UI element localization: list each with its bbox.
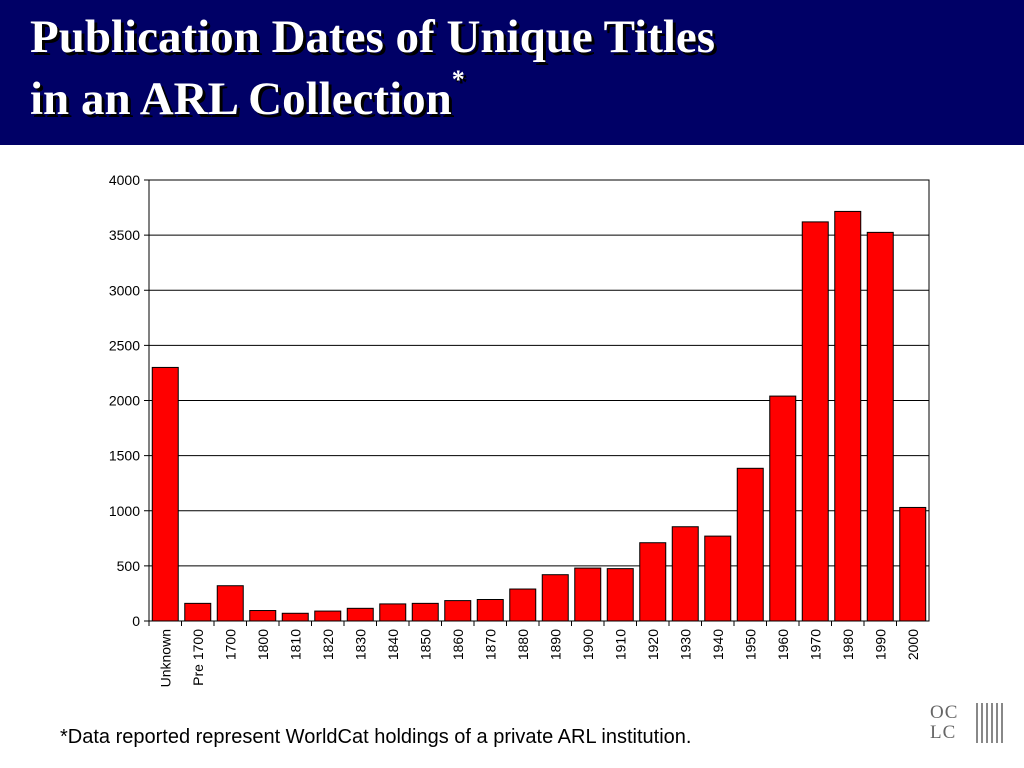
bar [476, 599, 504, 622]
bar [671, 526, 699, 622]
y-tick-label: 1000 [109, 503, 140, 519]
bar [281, 612, 309, 622]
bar [509, 588, 537, 622]
bar [899, 506, 927, 622]
bar [769, 395, 797, 622]
x-tick-label: 1910 [612, 629, 628, 660]
x-tick-label: Unknown [157, 629, 173, 687]
bar [184, 602, 212, 622]
bar [606, 568, 634, 622]
bar [866, 231, 894, 622]
x-tick-label: 2000 [905, 629, 921, 660]
x-tick-label: 1700 [222, 629, 238, 660]
x-tick-label: 1960 [775, 629, 791, 660]
title-footnote-marker: * [451, 65, 465, 94]
x-tick-label: 1950 [742, 629, 758, 660]
x-tick-label: 1970 [807, 629, 823, 660]
bar [704, 535, 732, 622]
bar [346, 607, 374, 622]
x-tick-label: 1990 [872, 629, 888, 660]
bar [151, 366, 179, 622]
x-tick-label: 1870 [482, 629, 498, 660]
x-tick-label: 1850 [417, 629, 433, 660]
footnote: *Data reported represent WorldCat holdin… [60, 726, 692, 748]
x-tick-label: Pre 1700 [190, 629, 206, 686]
x-tick-label: 1880 [515, 629, 531, 660]
logo-letters: OC LC [930, 703, 972, 743]
bar [736, 467, 764, 622]
bar [834, 210, 862, 622]
y-tick-label: 2500 [109, 337, 140, 353]
y-tick-labels: 0 500 1000 1500 2000 2500 3000 3500 4000 [109, 172, 140, 629]
x-tick-label: 1860 [450, 629, 466, 660]
bar [541, 574, 569, 622]
bar [216, 585, 244, 622]
bar-chart: 0 500 1000 1500 2000 2500 3000 3500 4000 Unknown… [109, 172, 930, 688]
x-tick-label: 1810 [287, 629, 303, 660]
y-tick-label: 500 [117, 558, 141, 574]
logo-line-1: OC [930, 702, 959, 723]
title-banner: Publication Dates of Unique Titles in an… [0, 0, 1024, 145]
axes [144, 179, 930, 626]
bars [151, 210, 927, 622]
y-tick-label: 3000 [109, 282, 140, 298]
x-tick-label: 1890 [547, 629, 563, 660]
x-tick-label: 1940 [710, 629, 726, 660]
y-tick-label: 1500 [109, 448, 140, 464]
bar [314, 610, 342, 622]
oclc-logo: OC LC [930, 703, 1006, 743]
x-tick-label: 1820 [320, 629, 336, 660]
title-line-2: in an ARL Collection [30, 73, 452, 125]
plot-frame [148, 179, 930, 622]
logo-stripes [976, 703, 1006, 743]
title-line-1: Publication Dates of Unique Titles [30, 11, 716, 63]
bar [574, 567, 602, 622]
x-tick-labels: Unknown Pre 1700 1700 1800 1810 1820 1830 1840 1… [157, 629, 921, 688]
bar [639, 542, 667, 622]
x-tick-label: 1930 [677, 629, 693, 660]
x-tick-label: 1800 [255, 629, 271, 660]
logo-line-2: LC [930, 722, 957, 743]
y-tick-label: 0 [132, 613, 140, 629]
bar [801, 221, 829, 622]
bar [249, 610, 277, 622]
x-tick-label: 1920 [645, 629, 661, 660]
x-tick-label: 1840 [385, 629, 401, 660]
page-title: Publication Dates of Unique Titles in an… [30, 6, 715, 130]
x-tick-label: 1980 [840, 629, 856, 660]
x-tick-label: 1830 [352, 629, 368, 660]
bar [411, 602, 439, 622]
y-tick-label: 4000 [109, 172, 140, 188]
y-tick-label: 2000 [109, 393, 140, 409]
bar [379, 603, 407, 622]
bar [444, 600, 472, 622]
y-tick-label: 3500 [109, 227, 140, 243]
x-tick-label: 1900 [580, 629, 596, 660]
